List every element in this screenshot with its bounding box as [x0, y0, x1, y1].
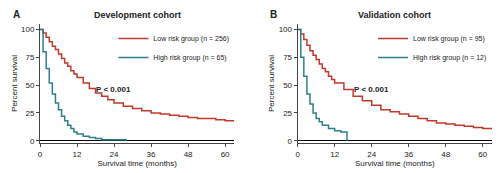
svg-text:B: B: [270, 9, 277, 20]
svg-text:0: 0: [30, 137, 35, 146]
svg-text:0: 0: [38, 150, 43, 159]
svg-text:48: 48: [441, 150, 450, 159]
svg-text:75: 75: [283, 53, 292, 62]
svg-text:24: 24: [110, 150, 119, 159]
svg-text:50: 50: [283, 81, 292, 90]
svg-text:25: 25: [25, 109, 34, 118]
svg-text:Validation cohort: Validation cohort: [358, 10, 431, 20]
svg-text:24: 24: [367, 150, 376, 159]
svg-text:Survival time (months): Survival time (months): [97, 159, 177, 168]
svg-text:A: A: [13, 9, 20, 20]
svg-text:100: 100: [21, 25, 35, 34]
svg-text:60: 60: [478, 150, 487, 159]
svg-text:48: 48: [184, 150, 193, 159]
svg-text:Low risk group (n = 256): Low risk group (n = 256): [153, 35, 229, 43]
svg-text:36: 36: [147, 150, 156, 159]
svg-text:Low risk group (n = 95): Low risk group (n = 95): [413, 35, 485, 43]
svg-text:25: 25: [283, 109, 292, 118]
svg-text:Development cohort: Development cohort: [94, 10, 181, 20]
svg-text:0: 0: [288, 137, 293, 146]
svg-text:High risk group (n = 12): High risk group (n = 12): [413, 54, 486, 62]
svg-text:0: 0: [295, 150, 300, 159]
svg-text:60: 60: [221, 150, 230, 159]
svg-text:12: 12: [330, 150, 339, 159]
svg-text:36: 36: [404, 150, 413, 159]
svg-text:High risk group (n = 65): High risk group (n = 65): [153, 54, 226, 62]
svg-text:Percent survival: Percent survival: [10, 55, 19, 112]
svg-text:Survival time (months): Survival time (months): [355, 159, 435, 168]
svg-text:Percent survival: Percent survival: [267, 55, 276, 112]
svg-text:75: 75: [25, 53, 34, 62]
svg-text:P < 0.001: P < 0.001: [96, 85, 131, 94]
svg-text:12: 12: [73, 150, 82, 159]
svg-text:100: 100: [279, 25, 293, 34]
svg-text:50: 50: [25, 81, 34, 90]
svg-text:P < 0.001: P < 0.001: [354, 85, 389, 94]
